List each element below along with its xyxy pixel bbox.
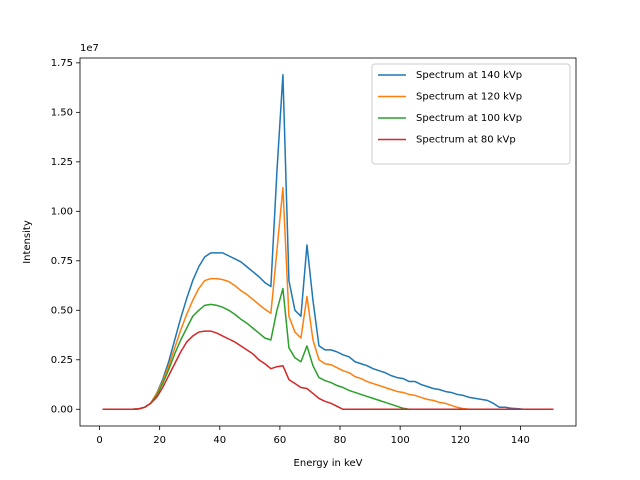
y-axis-label: Intensity [22,220,33,264]
x-tick-label: 0 [96,435,102,446]
x-tick-label: 80 [334,435,347,446]
axes-frame [79,57,577,427]
y-tick-label: 1.25 [51,157,73,168]
x-tick-label: 20 [153,435,166,446]
x-tick-label: 120 [451,435,470,446]
data-line [102,73,554,411]
x-tick-label: 60 [274,435,287,446]
y-tick-label: 0.25 [51,355,73,366]
y-tick-label: 1.75 [51,58,73,69]
legend-label: Spectrum at 100 kVp [416,113,522,124]
legend-label: Spectrum at 120 kVp [416,92,522,103]
legend-box [371,63,571,165]
legend-label: Spectrum at 80 kVp [416,135,516,146]
legend-label: Spectrum at 140 kVp [416,70,522,81]
x-tick-label: 40 [213,435,226,446]
y-tick-label: 1.50 [51,107,73,118]
data-line [102,330,554,411]
x-axis-label: Energy in keV [294,458,363,469]
y-offset-label: 1e7 [80,43,99,54]
x-tick-label: 100 [391,435,410,446]
y-tick-label: 0.50 [51,305,73,316]
y-tick-label: 0.75 [51,256,73,267]
y-tick-label: 1.00 [51,206,73,217]
x-tick-label: 140 [511,435,530,446]
y-tick-label: 0.00 [51,404,73,415]
